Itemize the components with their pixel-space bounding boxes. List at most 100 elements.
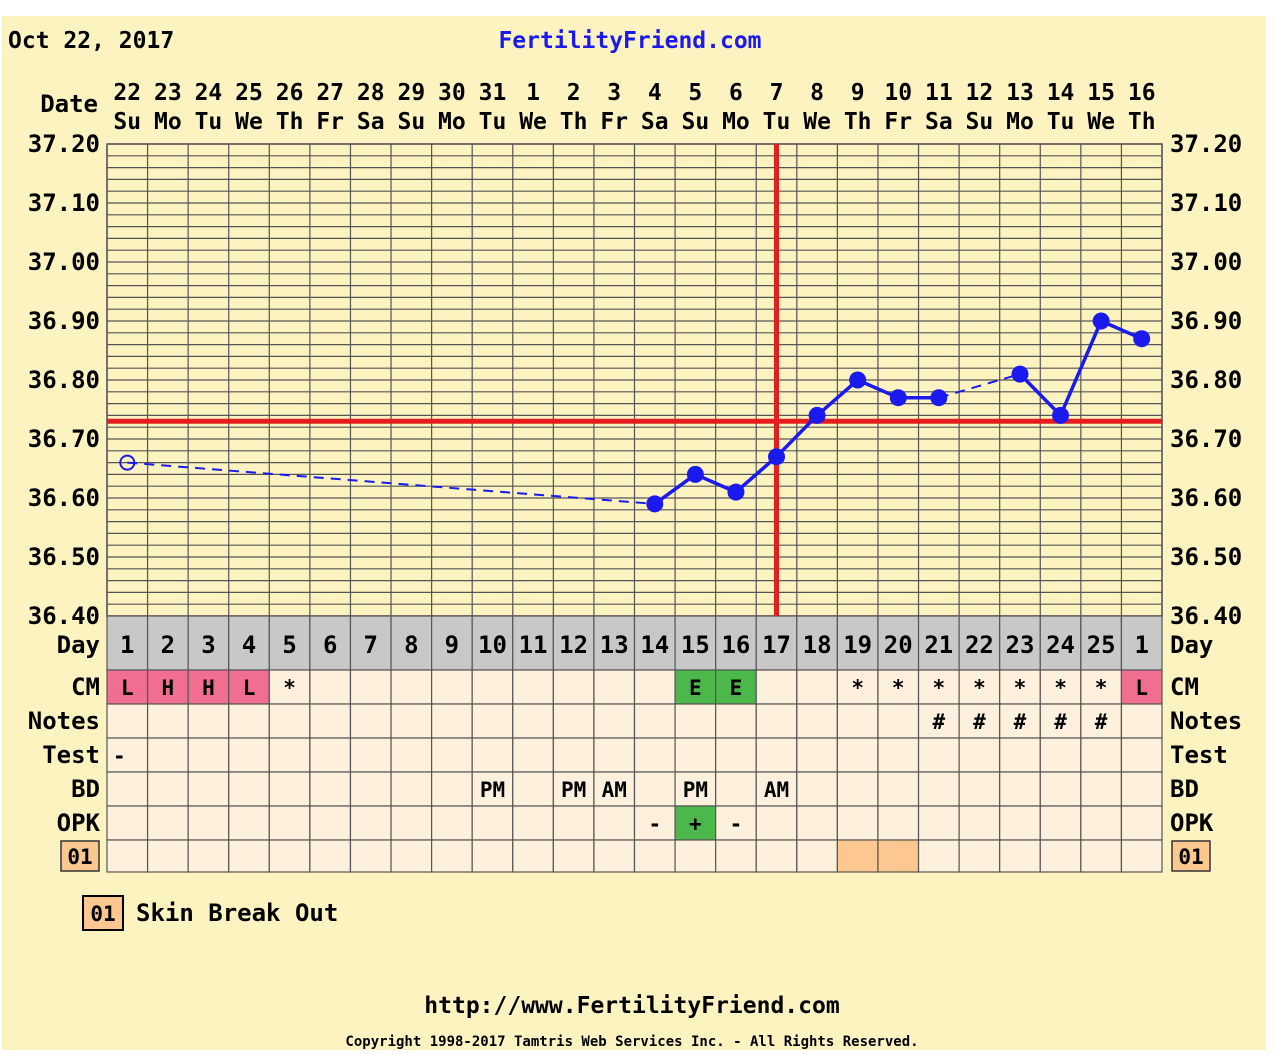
opk-cell [1120, 805, 1163, 841]
notes-cell [1120, 703, 1163, 739]
cm-value: L [121, 676, 134, 700]
cm-cell [593, 669, 636, 705]
date-label: 3 [607, 80, 621, 106]
cm-value: * [283, 676, 296, 700]
bd-cell [958, 771, 1001, 807]
cm-cell [106, 669, 149, 705]
day-cell [228, 615, 270, 671]
temp-point [849, 371, 867, 389]
bd-cell [836, 771, 879, 807]
notes-cell [512, 703, 554, 739]
footer-url[interactable]: http://www.FertilityFriend.com [424, 993, 839, 1019]
date-label: 29 [397, 80, 425, 106]
bd-row-label-left: BD [71, 775, 100, 803]
day-cell [715, 615, 757, 671]
weekday-label: Tu [195, 109, 223, 135]
cm-cell [309, 669, 352, 705]
custom-row-badge-left [60, 840, 100, 872]
day-cell [917, 615, 960, 671]
opk-cell [471, 805, 514, 841]
opk-value: + [689, 812, 702, 836]
day-value: 13 [600, 631, 629, 659]
custom-cell [1080, 839, 1123, 873]
cm-value: E [730, 676, 743, 700]
notes-cell [349, 703, 392, 739]
bd-cell [228, 771, 270, 807]
opk-cell [836, 805, 879, 841]
custom-cell [715, 839, 757, 873]
day-cell [674, 615, 717, 671]
notes-cell [431, 703, 473, 739]
custom-cell [796, 839, 838, 873]
day-value: 10 [478, 631, 507, 659]
opk-cell [593, 805, 636, 841]
date-label: 15 [1087, 80, 1115, 106]
temp-segment-dashed [127, 461, 655, 505]
custom-cell [146, 839, 189, 873]
opk-row-label-left: OPK [57, 809, 101, 837]
site-link[interactable]: FertilityFriend.com [498, 28, 761, 54]
notes-cell [390, 703, 433, 739]
temp-segment [1058, 320, 1103, 417]
notes-cell [1080, 703, 1123, 739]
day-value: 16 [721, 631, 750, 659]
bd-cell [1120, 771, 1163, 807]
y-tick-right: 36.60 [1170, 484, 1242, 512]
cm-row-label-right: CM [1170, 673, 1199, 701]
y-tick-right: 37.10 [1170, 189, 1242, 217]
cm-cell [268, 669, 311, 705]
date-label: 23 [154, 80, 182, 106]
temp-point [808, 406, 826, 424]
test-cell [187, 737, 230, 773]
custom-cell [106, 839, 149, 873]
test-row-label-left: Test [42, 741, 100, 769]
y-tick-right: 36.80 [1170, 366, 1242, 394]
cm-cell [836, 669, 879, 705]
test-cell [471, 737, 514, 773]
custom-cell [187, 839, 230, 873]
bd-cell [674, 771, 717, 807]
day-row-label-right: Day [1170, 631, 1213, 659]
day-value: 21 [924, 631, 953, 659]
custom-cell [471, 839, 514, 873]
day-cell [877, 615, 920, 671]
cm-value: * [932, 676, 945, 700]
weekday-label: We [803, 109, 831, 135]
y-axis-ticks: 37.20 37.20 37.10 37.10 37.00 37.00 36.90 36.90… [28, 130, 1243, 630]
opk-row-label-right: OPK [1170, 809, 1214, 837]
test-cell [674, 737, 717, 773]
bd-cell [146, 771, 189, 807]
bd-value: PM [683, 778, 708, 802]
weekday-label: Mo [154, 109, 182, 135]
notes-value: # [1054, 710, 1067, 734]
custom-cell [1120, 839, 1163, 873]
weekday-label: Su [397, 109, 425, 135]
custom-cell [999, 839, 1041, 873]
bd-cell [633, 771, 676, 807]
temp-point [646, 495, 664, 513]
bd-cell [917, 771, 960, 807]
test-cell [1080, 737, 1123, 773]
notes-cell [187, 703, 230, 739]
date-label: 31 [479, 80, 507, 106]
day-value: 25 [1087, 631, 1116, 659]
day-value: 14 [640, 631, 669, 659]
custom-cell [877, 839, 920, 873]
custom-cell [552, 839, 595, 873]
test-row-label-right: Test [1170, 741, 1228, 769]
bd-cell [796, 771, 838, 807]
cm-cell [796, 669, 838, 705]
custom-row-label-right: 01 [1178, 845, 1203, 869]
opk-cell [552, 805, 595, 841]
day-value: 9 [445, 631, 459, 659]
day-cell [471, 615, 514, 671]
bd-value: AM [602, 778, 627, 802]
cm-value: * [1014, 676, 1027, 700]
test-cell [349, 737, 392, 773]
y-tick-left: 37.00 [28, 248, 100, 276]
notes-cell [228, 703, 270, 739]
custom-cell [390, 839, 433, 873]
date-label: 10 [884, 80, 912, 106]
cm-value: * [973, 676, 986, 700]
opk-cell [633, 805, 676, 841]
